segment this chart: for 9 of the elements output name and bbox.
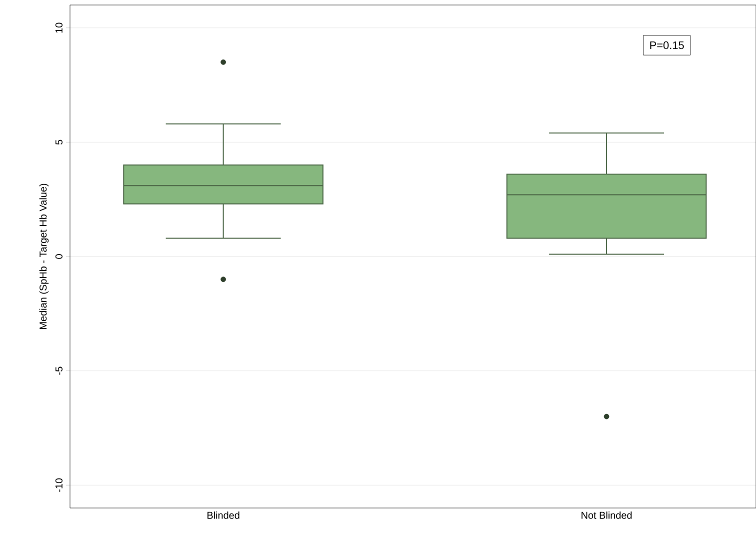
y-tick-label: -5 xyxy=(56,366,62,375)
annotation: P=0.15 xyxy=(650,41,684,50)
x-tick-label: Not Blinded xyxy=(582,512,632,519)
y-axis-title: Median (SpHb - Target Hb Value) xyxy=(39,184,49,329)
y-tick-label: 10 xyxy=(55,22,62,33)
x-tick-label: Blinded xyxy=(207,512,240,519)
y-tick-label: 5 xyxy=(56,140,62,145)
y-tick-label: -10 xyxy=(55,478,62,492)
y-tick-label: 0 xyxy=(55,254,62,259)
